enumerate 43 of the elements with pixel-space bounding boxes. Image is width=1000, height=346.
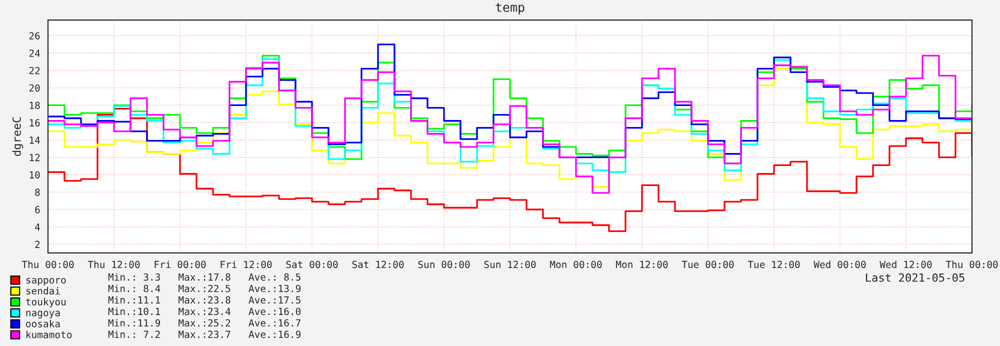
legend-label: nagoya (26, 310, 60, 318)
x-tick-label: Sat 00:00 (286, 260, 338, 268)
y-tick-label: 16 (30, 119, 40, 126)
y-tick-label: 6 (35, 206, 40, 214)
x-tick-label: Thu 00:00 (946, 260, 998, 268)
y-axis-title: dgreeC (12, 117, 24, 156)
legend-label: kumamoto (26, 330, 72, 338)
legend-label: toukyou (26, 298, 66, 308)
y-tick-label: 22 (29, 66, 40, 74)
x-tick-label: Sun 00:00 (418, 260, 470, 268)
text: Min.: 7.2 Max.:23.7 Ave.:16.9 (108, 330, 300, 338)
text: Min.:11.1 Max.:23.8 Ave.:17.5 (108, 296, 300, 304)
chart-title: temp (496, 2, 524, 14)
text: Min.: 3.3 Max.:17.8 Ave.: 8.5 (108, 273, 300, 281)
text: Min.: 8.4 Max.:22.5 Ave.:13.9 (108, 284, 300, 292)
x-tick-label: Sat 12:00 (352, 260, 404, 268)
legend-label: sapporo (26, 278, 66, 286)
x-tick-label: Mon 12:00 (616, 260, 668, 268)
x-tick-label: Tue 12:00 (748, 260, 800, 268)
y-tick-label: 26 (29, 32, 40, 40)
x-tick-label: Thu 00:00 (22, 260, 74, 268)
y-tick-label: 4 (34, 223, 40, 231)
y-tick-label: 20 (29, 84, 40, 92)
x-tick-label: Sun 12:00 (484, 260, 536, 268)
y-tick-label: 12 (30, 154, 40, 162)
y-tick-label: 18 (30, 102, 40, 110)
x-tick-label: Fri 12:00 (220, 260, 272, 268)
y-tick-label: 24 (29, 50, 40, 57)
y-tick-label: 2 (35, 240, 40, 248)
x-tick-label: Fri 00:00 (154, 260, 206, 268)
legend-label: oosaka (26, 320, 60, 328)
x-tick-label: Wed 12:00 (880, 260, 932, 268)
text: Last 2021-05-05 (866, 273, 964, 282)
x-tick-label: Thu 12:00 (88, 260, 140, 268)
y-tick-label: 14 (30, 136, 40, 144)
text: Min.:11.9 Max.:25.2 Ave.:16.7 (108, 319, 300, 327)
x-tick-label: Mon 00:00 (550, 260, 602, 268)
legend-label: sendai (26, 287, 60, 295)
y-tick-label: 8 (35, 188, 40, 196)
text: Min.:10.1 Max.:23.4 Ave.:16.0 (108, 308, 301, 316)
y-tick-label: 10 (30, 171, 40, 179)
x-tick-label: Tue 00:00 (682, 260, 734, 268)
x-tick-label: Wed 00:00 (814, 260, 866, 268)
